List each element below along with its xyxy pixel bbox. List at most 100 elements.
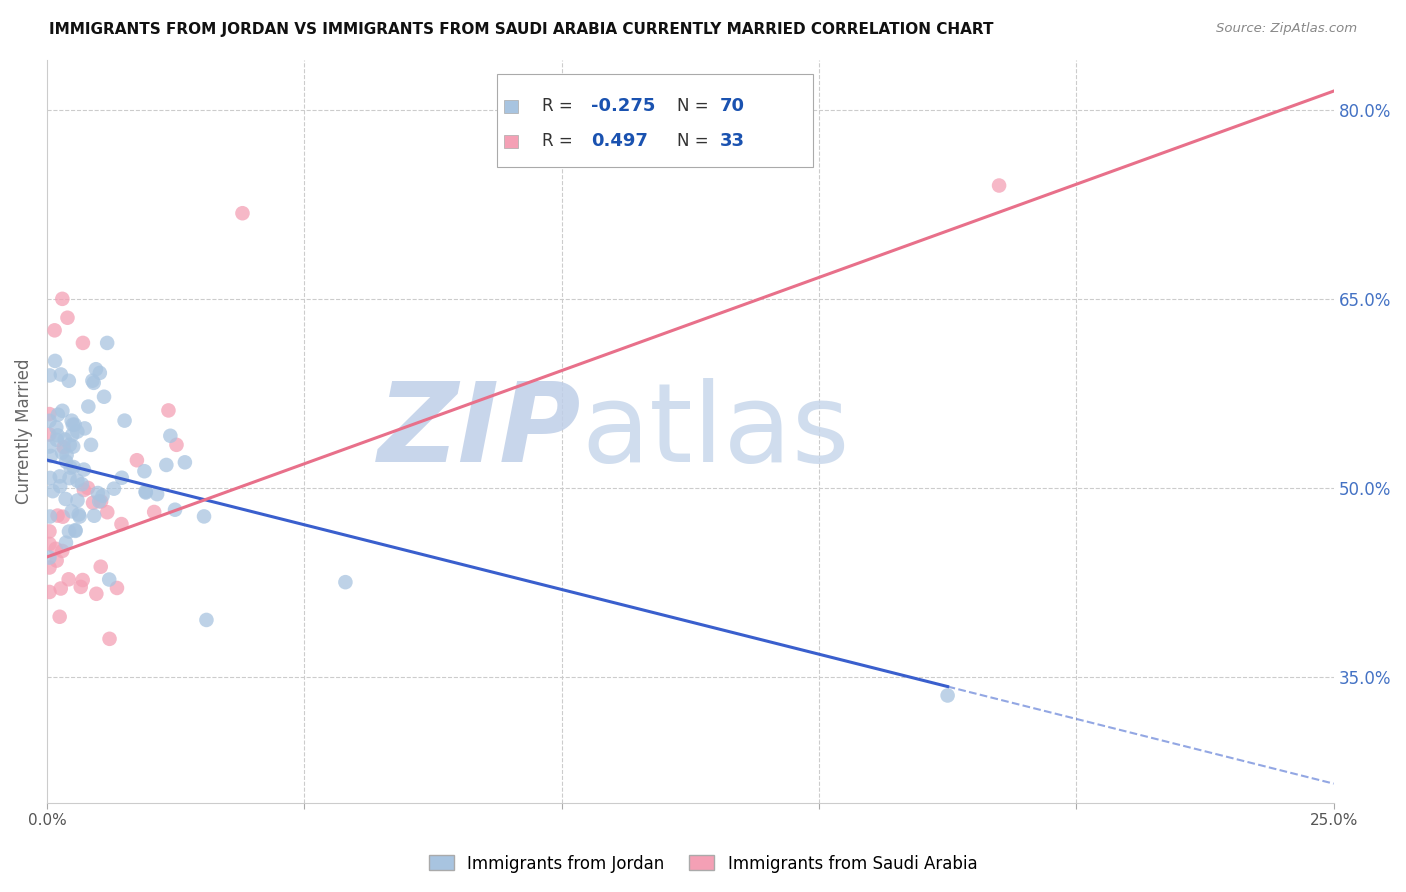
- Point: [936, 689, 959, 703]
- Point: [159, 429, 181, 443]
- Point: [60, 504, 83, 518]
- Point: [38, 560, 60, 574]
- Point: [77, 400, 100, 414]
- Text: N =: N =: [678, 132, 714, 151]
- Point: [83, 508, 105, 523]
- Point: [51, 404, 73, 418]
- Point: [45, 420, 67, 434]
- Text: R =: R =: [543, 132, 583, 151]
- Point: [90, 559, 112, 574]
- Point: [42, 484, 65, 499]
- Point: [62, 440, 84, 454]
- Point: [55, 491, 77, 506]
- Point: [157, 403, 180, 417]
- Point: [143, 505, 166, 519]
- Point: [39, 449, 62, 463]
- Point: [38, 414, 60, 428]
- Text: IMMIGRANTS FROM JORDAN VS IMMIGRANTS FROM SAUDI ARABIA CURRENTLY MARRIED CORRELA: IMMIGRANTS FROM JORDAN VS IMMIGRANTS FRO…: [49, 22, 994, 37]
- Point: [73, 421, 96, 435]
- Point: [82, 374, 104, 388]
- Point: [77, 481, 100, 495]
- Point: [91, 489, 114, 503]
- Point: [58, 524, 80, 539]
- Text: N =: N =: [678, 97, 714, 115]
- Point: [52, 440, 75, 454]
- Point: [55, 448, 77, 462]
- Point: [45, 553, 67, 567]
- Point: [84, 362, 107, 376]
- Point: [38, 537, 60, 551]
- Text: R =: R =: [543, 97, 578, 115]
- Point: [46, 508, 69, 523]
- Point: [988, 178, 1011, 193]
- Point: [96, 505, 118, 519]
- Point: [58, 471, 80, 485]
- Point: [166, 438, 188, 452]
- Point: [72, 335, 94, 350]
- Point: [66, 425, 89, 439]
- Point: [110, 517, 132, 532]
- Point: [155, 458, 177, 472]
- Point: [39, 509, 62, 524]
- Point: [70, 477, 93, 491]
- Point: [46, 428, 69, 442]
- Point: [51, 292, 73, 306]
- Point: [38, 427, 60, 442]
- Text: Source: ZipAtlas.com: Source: ZipAtlas.com: [1216, 22, 1357, 36]
- Point: [65, 523, 87, 537]
- Point: [174, 455, 197, 469]
- Legend: Immigrants from Jordan, Immigrants from Saudi Arabia: Immigrants from Jordan, Immigrants from …: [422, 848, 984, 880]
- Point: [52, 509, 75, 524]
- Point: [55, 455, 77, 469]
- Point: [45, 541, 67, 556]
- Point: [231, 206, 253, 220]
- Point: [134, 464, 156, 478]
- Point: [44, 354, 66, 368]
- Point: [44, 323, 66, 337]
- Point: [63, 417, 86, 432]
- Point: [49, 368, 72, 382]
- Point: [38, 440, 60, 454]
- Point: [163, 502, 186, 516]
- Point: [38, 585, 60, 599]
- Point: [135, 485, 157, 500]
- Point: [38, 550, 60, 565]
- Point: [90, 494, 112, 508]
- Point: [111, 471, 134, 485]
- Point: [146, 487, 169, 501]
- Point: [135, 484, 157, 499]
- Point: [55, 535, 77, 549]
- Point: [65, 524, 87, 538]
- Point: [59, 438, 82, 452]
- Point: [89, 366, 111, 380]
- Point: [98, 573, 121, 587]
- Point: [195, 613, 218, 627]
- Point: [38, 407, 60, 421]
- Point: [51, 445, 73, 459]
- Point: [49, 582, 72, 596]
- Text: atlas: atlas: [581, 377, 849, 484]
- Point: [58, 572, 80, 586]
- Point: [60, 428, 83, 442]
- Point: [125, 453, 148, 467]
- Point: [45, 433, 67, 447]
- Text: 33: 33: [720, 132, 745, 151]
- Point: [48, 609, 70, 624]
- Point: [66, 474, 89, 488]
- Point: [73, 483, 96, 497]
- Point: [82, 496, 104, 510]
- Point: [62, 417, 84, 432]
- Point: [49, 469, 72, 483]
- Point: [96, 335, 118, 350]
- Text: ZIP: ZIP: [377, 377, 581, 484]
- Point: [51, 544, 73, 558]
- Text: 70: 70: [720, 97, 745, 115]
- Point: [56, 310, 79, 325]
- Point: [105, 581, 128, 595]
- Point: [103, 482, 125, 496]
- Text: -0.275: -0.275: [591, 97, 655, 115]
- Point: [67, 508, 90, 522]
- Point: [87, 486, 110, 500]
- FancyBboxPatch shape: [498, 74, 813, 168]
- Point: [89, 494, 111, 508]
